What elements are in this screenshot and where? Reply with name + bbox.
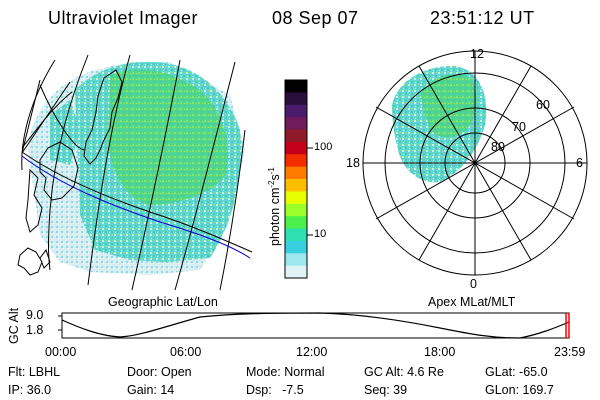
geo-emission-mid-left <box>50 100 80 165</box>
meridian-line <box>39 84 86 151</box>
parallel-line <box>21 79 71 154</box>
mlt-label-12: 12 <box>470 47 484 61</box>
coastline <box>39 141 79 201</box>
coastline <box>83 69 123 165</box>
mlt-label-6: 6 <box>576 156 583 170</box>
altitude-xtick-2359: 23:59 <box>554 345 586 359</box>
polar-panel-label: Apex MLat/MLT <box>428 295 516 309</box>
colorbar-segment <box>285 117 307 131</box>
date-label: 08 Sep 07 <box>272 8 359 28</box>
colorbar <box>285 80 307 279</box>
parallel-line <box>21 155 251 259</box>
door-value: Door: Open <box>127 365 192 379</box>
mlat-label-70: 70 <box>512 120 526 134</box>
gc-alt-value: GC Alt: 4.6 Re <box>364 365 444 379</box>
colorbar-segment <box>285 166 307 180</box>
meridian-line <box>219 129 246 291</box>
colorbar-segment <box>285 253 307 267</box>
colorbar-segment <box>285 154 307 168</box>
time-label: 23:51:12 UT <box>430 8 535 28</box>
colorbar-segment <box>285 203 307 217</box>
glon-value: GLon: 169.7 <box>485 383 554 397</box>
meridian-line <box>87 54 131 286</box>
altitude-xtick-0600: 06:00 <box>170 345 202 359</box>
meridian-line <box>48 54 89 271</box>
altitude-ylabel: GC Alt <box>7 307 21 344</box>
geo-panel-label: Geographic Lat/Lon <box>108 295 218 309</box>
colorbar-tick-label-10: 10 <box>314 228 327 240</box>
meridian-line <box>174 61 236 291</box>
altitude-xtick-0000: 00:00 <box>45 345 77 359</box>
colorbar-segment <box>285 179 307 192</box>
mlt-line-diag <box>418 65 532 261</box>
colorbar-segment <box>285 216 307 230</box>
colorbar-segment <box>285 80 307 93</box>
parallel-line <box>21 151 253 253</box>
colorbar-segment <box>285 191 307 205</box>
glat-value: GLat: -65.0 <box>485 365 548 379</box>
gain-value: Gain: 14 <box>127 383 175 397</box>
altitude-ytick-bottom: 1.8 <box>26 323 44 337</box>
colorbar-segment <box>285 228 307 242</box>
meridian-line <box>131 59 181 291</box>
mlat-label-60: 60 <box>536 98 550 112</box>
sequence-value: Seq: 39 <box>364 383 408 397</box>
altitude-curve <box>61 312 570 339</box>
geographic-map <box>17 54 253 291</box>
colorbar-frame <box>284 79 308 279</box>
altitude-xtick-1800: 18:00 <box>424 345 456 359</box>
colorbar-tick-label-100: 100 <box>314 141 333 153</box>
mlat-label-80: 80 <box>491 140 505 154</box>
filter-value: Flt: LBHL <box>8 365 61 379</box>
coastline <box>25 168 43 233</box>
polar-map <box>362 50 588 276</box>
colorbar-segment <box>285 92 307 106</box>
ip-value: IP: 36.0 <box>8 383 52 397</box>
colorbar-unit-label: photon cm-2s-1 <box>267 167 283 246</box>
mlt-label-0: 0 <box>470 277 477 291</box>
mode-value: Mode: Normal <box>246 365 325 379</box>
altitude-plot <box>58 312 570 339</box>
altitude-xtick-1200: 12:00 <box>296 345 328 359</box>
colorbar-segment <box>285 240 307 254</box>
colorbar-segment <box>285 265 307 279</box>
meridian-line <box>21 59 56 171</box>
colorbar-segment <box>285 104 307 118</box>
coastline <box>17 247 51 276</box>
instrument-title: Ultraviolet Imager <box>48 8 199 28</box>
geo-emission-bright <box>108 69 228 205</box>
dsp-value: Dsp: -7.5 <box>246 383 304 397</box>
mlt-label-18: 18 <box>346 156 360 170</box>
altitude-ytick-top: 9.0 <box>26 308 44 322</box>
colorbar-segment <box>285 141 307 155</box>
polar-emission-bright <box>420 74 477 138</box>
colorbar-segment <box>285 129 307 143</box>
